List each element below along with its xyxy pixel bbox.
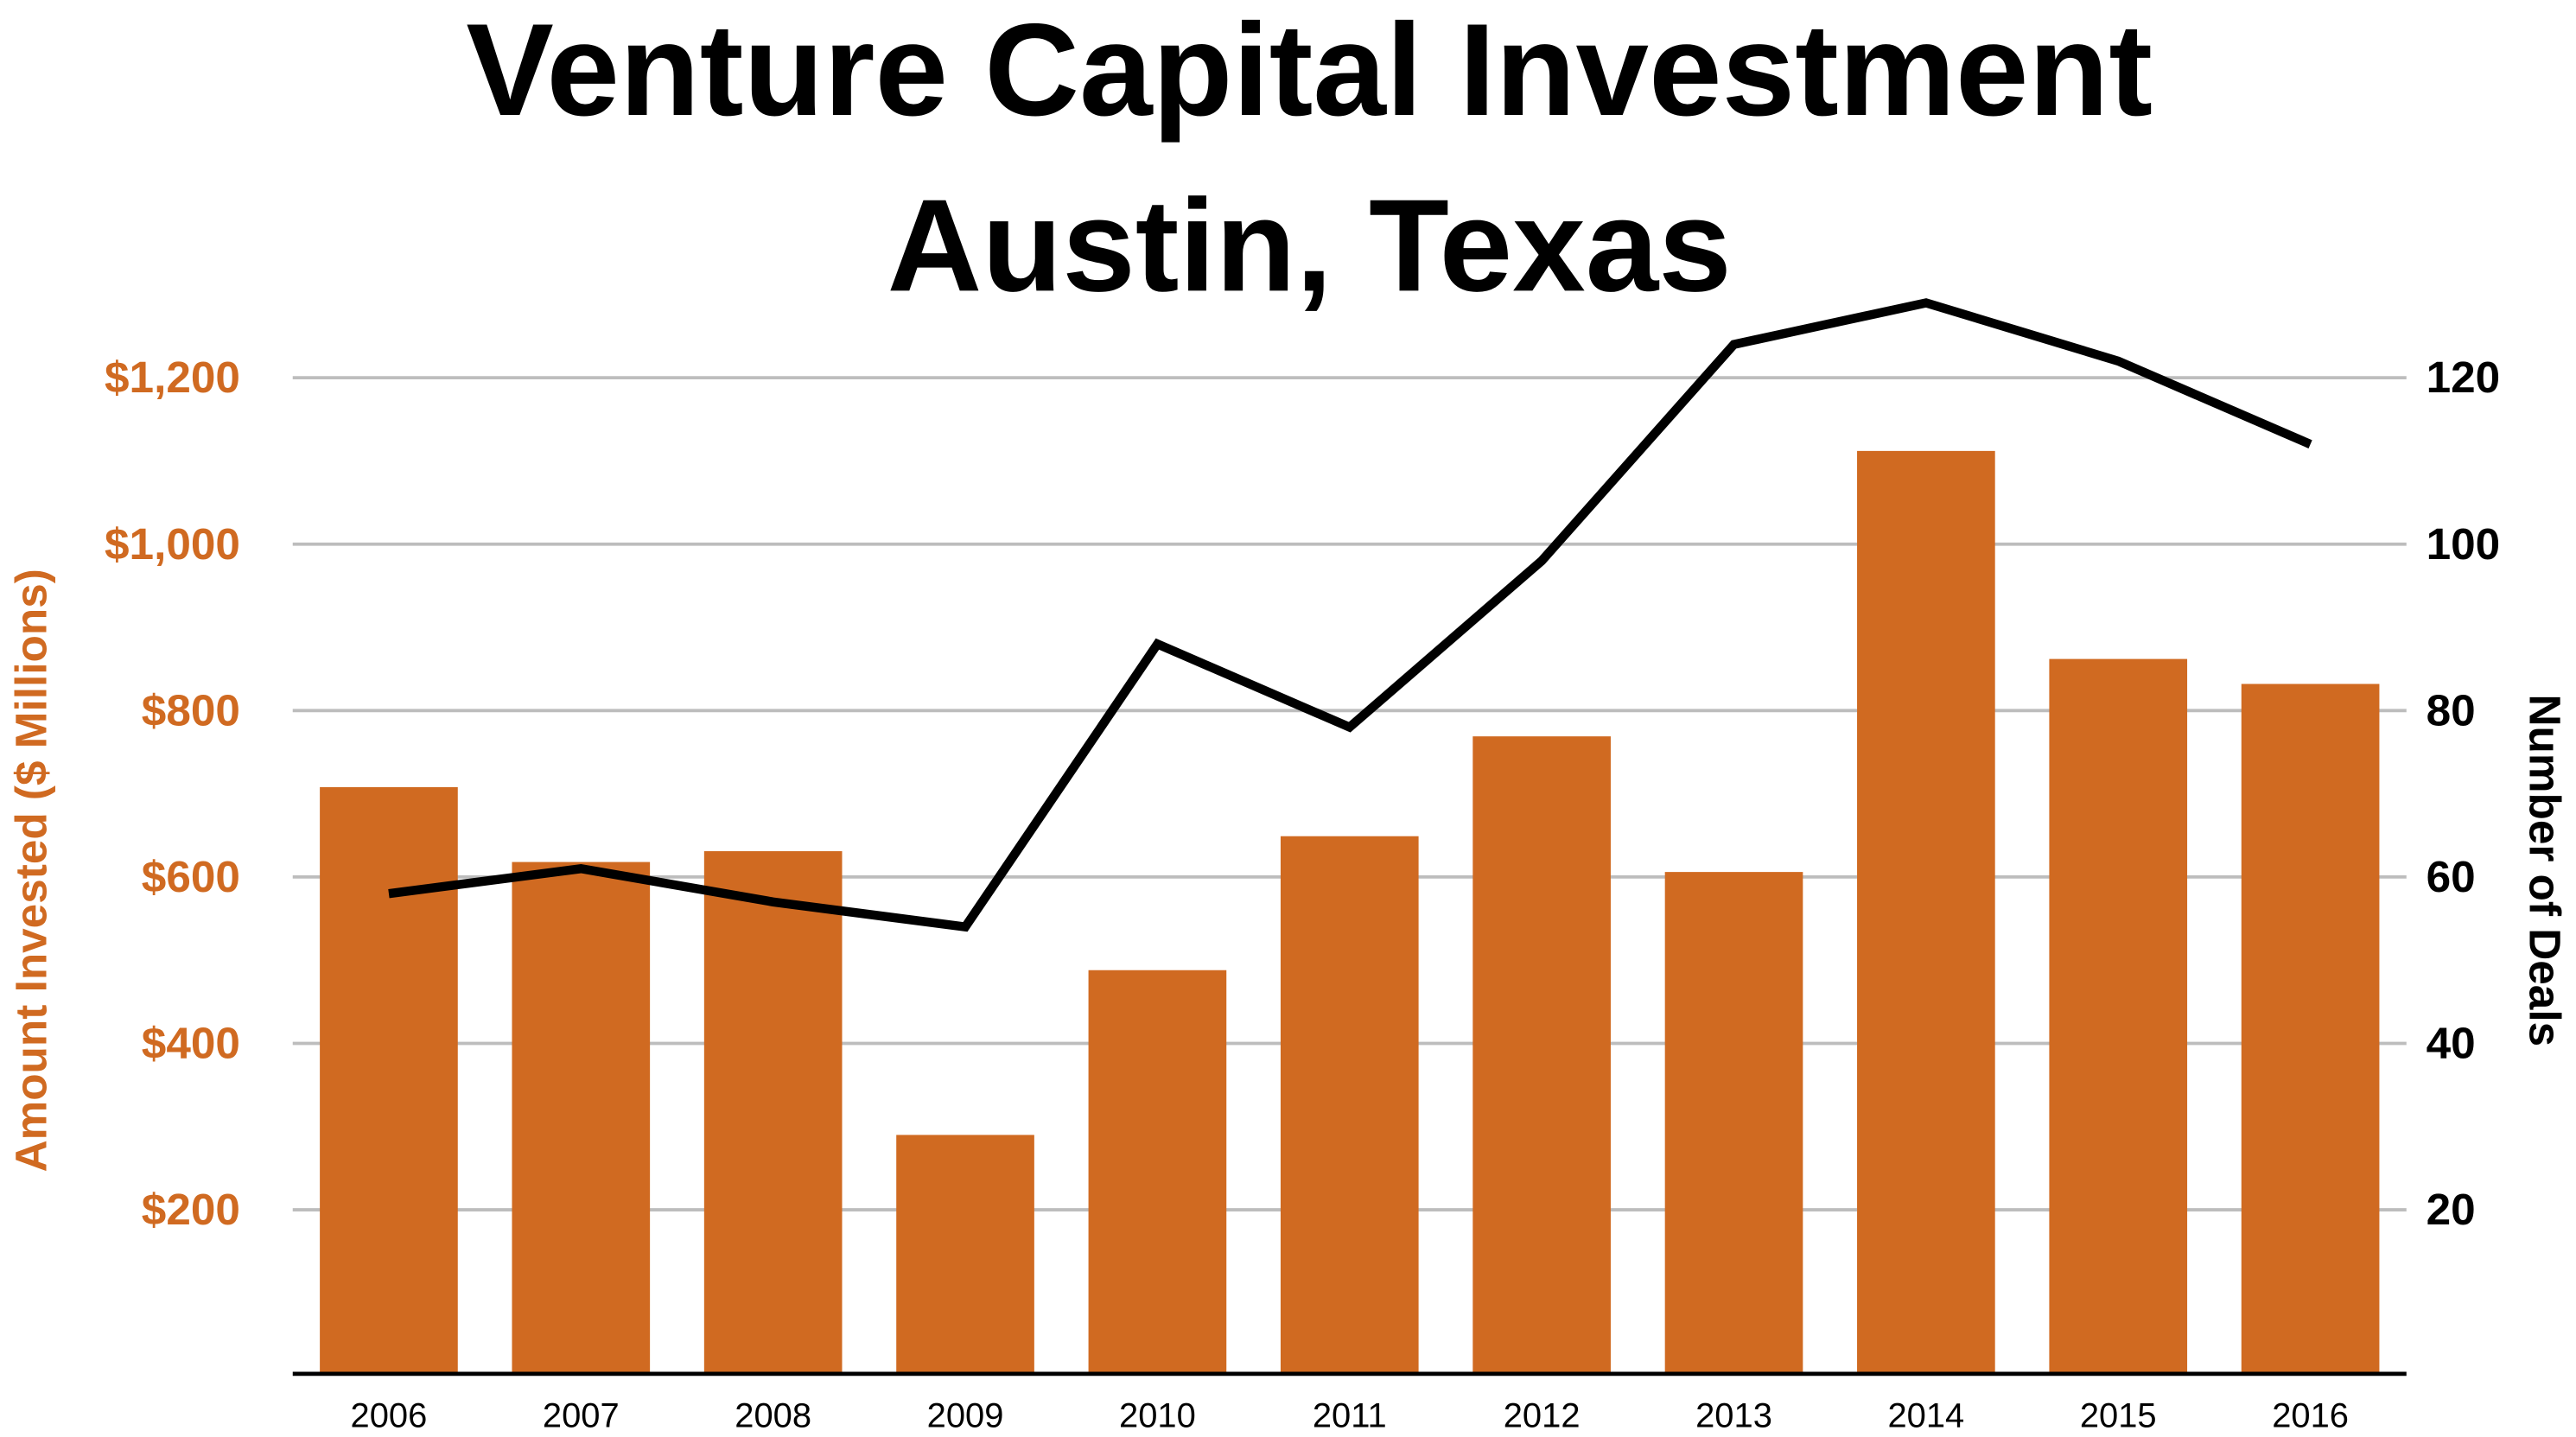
x-tick-label: 2007 bbox=[543, 1397, 620, 1435]
y-tick-label: $600 bbox=[142, 852, 240, 901]
bar-2012 bbox=[1472, 736, 1611, 1373]
chart-title: Venture Capital Investment bbox=[466, 0, 2153, 143]
y2-tick-label: 20 bbox=[2427, 1185, 2476, 1234]
y2-axis-title: Number of Deals bbox=[2520, 694, 2569, 1046]
y-tick-label: $800 bbox=[142, 685, 240, 734]
x-tick-label: 2006 bbox=[351, 1397, 428, 1435]
y-tick-label: $1,000 bbox=[105, 519, 240, 569]
bar-2010 bbox=[1088, 970, 1227, 1373]
x-tick-label: 2014 bbox=[1887, 1397, 1964, 1435]
bar-2011 bbox=[1280, 836, 1419, 1373]
y-tick-label: $200 bbox=[142, 1185, 240, 1234]
bar-2014 bbox=[1857, 450, 1995, 1373]
x-tick-label: 2013 bbox=[1695, 1397, 1772, 1435]
x-tick-label: 2015 bbox=[2080, 1397, 2157, 1435]
y2-tick-label: 120 bbox=[2427, 353, 2501, 402]
bar-2015 bbox=[2049, 658, 2188, 1373]
x-tick-label: 2016 bbox=[2272, 1397, 2349, 1435]
chart-subtitle: Austin, Texas bbox=[887, 172, 1732, 319]
bar-2013 bbox=[1664, 872, 1803, 1373]
x-tick-label: 2011 bbox=[1313, 1397, 1387, 1435]
x-tick-label: 2012 bbox=[1504, 1397, 1581, 1435]
y2-tick-label: 80 bbox=[2427, 685, 2476, 734]
bar-2008 bbox=[703, 851, 843, 1373]
bar-2009 bbox=[896, 1135, 1034, 1373]
bar-2016 bbox=[2241, 684, 2380, 1373]
x-tick-label: 2009 bbox=[927, 1397, 1004, 1435]
y2-tick-label: 100 bbox=[2427, 519, 2501, 569]
y2-tick-label: 60 bbox=[2427, 852, 2476, 901]
y2-tick-label: 40 bbox=[2427, 1019, 2476, 1068]
x-tick-label: 2010 bbox=[1119, 1397, 1196, 1435]
y-axis-title: Amount Invested ($ Millions) bbox=[7, 569, 56, 1172]
y-tick-label: $1,200 bbox=[105, 353, 240, 402]
y-tick-label: $400 bbox=[142, 1019, 240, 1068]
bar-2006 bbox=[320, 786, 458, 1373]
deals-line bbox=[388, 298, 2312, 932]
bar-2007 bbox=[512, 862, 651, 1373]
x-tick-label: 2008 bbox=[735, 1397, 811, 1435]
